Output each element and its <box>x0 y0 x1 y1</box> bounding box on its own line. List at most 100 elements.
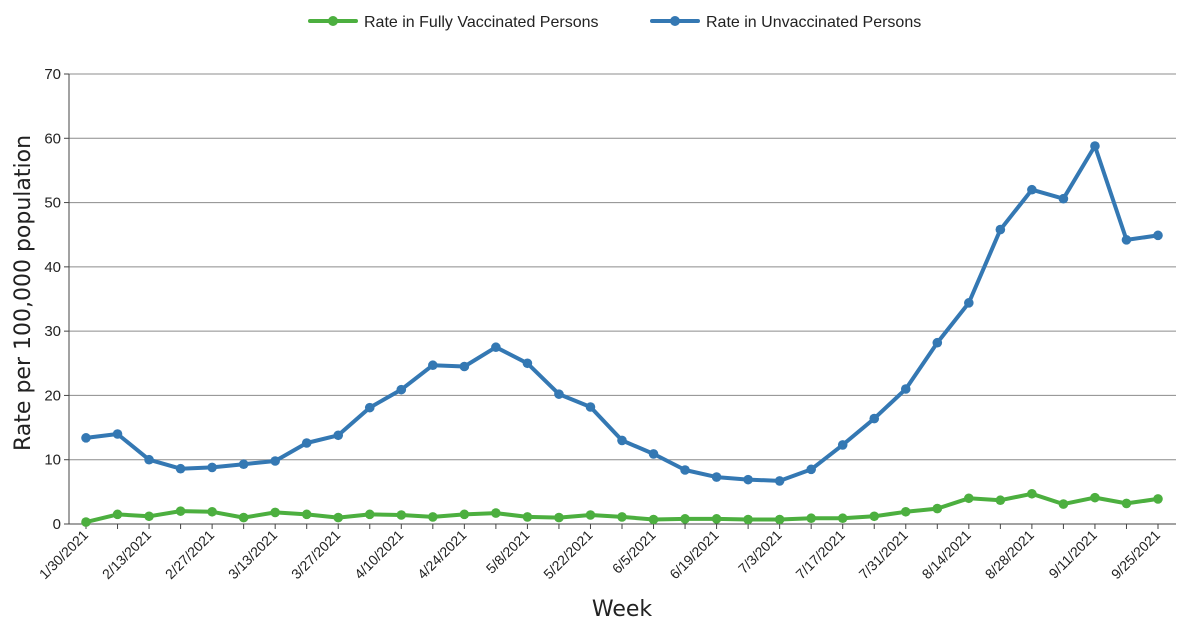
data-point[interactable] <box>743 514 753 525</box>
data-point[interactable] <box>112 509 123 520</box>
data-point[interactable] <box>900 506 911 517</box>
data-point[interactable] <box>617 435 627 446</box>
data-point[interactable] <box>1090 141 1100 151</box>
data-point[interactable] <box>585 402 596 412</box>
x-tick-label: 8/28/2021 <box>982 527 1038 583</box>
data-point[interactable] <box>711 472 722 482</box>
y-axis-title: Rate per 100,000 population <box>11 135 36 451</box>
data-point[interactable] <box>491 342 501 353</box>
data-point[interactable] <box>428 360 438 371</box>
x-tick-label: 3/13/2021 <box>225 527 281 583</box>
data-point[interactable] <box>301 509 312 520</box>
data-point[interactable] <box>522 512 533 522</box>
data-point[interactable] <box>995 224 1006 235</box>
data-point[interactable] <box>207 462 217 473</box>
x-tick-label: 6/5/2021 <box>609 527 659 577</box>
x-tick-label: 5/8/2021 <box>483 527 533 577</box>
data-point[interactable] <box>585 510 596 520</box>
y-tick-label: 10 <box>44 452 61 469</box>
data-point[interactable] <box>333 430 344 441</box>
y-tick-label: 20 <box>44 387 61 404</box>
data-point[interactable] <box>364 509 375 520</box>
data-point[interactable] <box>1153 230 1163 241</box>
data-point[interactable] <box>1090 492 1100 503</box>
data-point[interactable] <box>270 507 280 518</box>
data-point[interactable] <box>1153 494 1163 504</box>
data-point[interactable] <box>774 514 785 525</box>
legend-label: Rate in Fully Vaccinated Persons <box>364 14 598 31</box>
data-point[interactable] <box>396 384 407 395</box>
legend-item-fully-vaccinated[interactable]: Rate in Fully Vaccinated Persons <box>308 14 598 31</box>
data-point[interactable] <box>806 513 816 524</box>
data-point[interactable] <box>964 298 974 308</box>
data-point[interactable] <box>995 495 1006 506</box>
data-point[interactable] <box>301 438 312 448</box>
x-tick-label: 7/17/2021 <box>792 527 848 583</box>
gridlines <box>69 73 1176 461</box>
data-point[interactable] <box>964 493 974 504</box>
data-point[interactable] <box>333 512 344 523</box>
data-point[interactable] <box>711 514 722 524</box>
data-point[interactable] <box>743 474 753 485</box>
data-point[interactable] <box>522 358 533 369</box>
data-point[interactable] <box>491 508 501 518</box>
data-point[interactable] <box>932 503 943 514</box>
data-point[interactable] <box>900 384 911 394</box>
data-point[interactable] <box>554 512 564 523</box>
x-tick-label: 9/25/2021 <box>1108 527 1164 583</box>
data-point[interactable] <box>1027 488 1037 499</box>
data-point[interactable] <box>459 361 470 372</box>
data-point[interactable] <box>144 454 154 465</box>
data-point[interactable] <box>144 511 154 522</box>
data-point[interactable] <box>81 517 91 527</box>
data-point[interactable] <box>680 465 690 475</box>
data-point[interactable] <box>1058 193 1069 204</box>
data-point[interactable] <box>617 512 627 522</box>
x-tick-label: 8/14/2021 <box>919 527 975 583</box>
x-tick-label: 9/11/2021 <box>1045 527 1100 582</box>
data-point[interactable] <box>806 464 816 475</box>
data-point[interactable] <box>774 476 785 486</box>
y-tick-label: 30 <box>44 323 61 340</box>
series-line <box>84 144 1160 483</box>
data-point[interactable] <box>1058 499 1069 509</box>
data-point[interactable] <box>459 509 470 520</box>
data-point[interactable] <box>869 413 880 424</box>
x-tick-label: 4/10/2021 <box>351 527 407 583</box>
data-point[interactable] <box>238 512 249 523</box>
data-point[interactable] <box>1121 235 1132 245</box>
legend-item-unvaccinated[interactable]: Rate in Unvaccinated Persons <box>650 14 921 31</box>
data-point[interactable] <box>1121 498 1132 509</box>
axes: 0 10 20 30 40 50 60 70 1/30/2021 2/13/2021 2/27/20… <box>36 66 1176 582</box>
x-tick-label: 6/19/2021 <box>666 527 722 583</box>
data-point[interactable] <box>648 514 659 525</box>
legend-label: Rate in Unvaccinated Persons <box>706 14 921 31</box>
x-tick-label: 7/31/2021 <box>856 527 912 583</box>
data-point[interactable] <box>932 337 943 348</box>
data-point[interactable] <box>1027 184 1037 195</box>
y-tick-label: 60 <box>44 130 61 147</box>
data-point[interactable] <box>648 449 659 459</box>
x-tick-label: 7/3/2021 <box>735 527 785 577</box>
data-point[interactable] <box>270 456 280 466</box>
x-tick-label: 5/22/2021 <box>540 527 596 583</box>
data-point[interactable] <box>112 429 123 439</box>
data-point[interactable] <box>869 511 880 522</box>
data-point[interactable] <box>428 512 438 522</box>
data-point[interactable] <box>837 513 848 524</box>
data-point[interactable] <box>175 506 186 516</box>
data-point[interactable] <box>364 402 375 413</box>
data-point[interactable] <box>396 510 407 520</box>
legend-point-marker <box>670 16 680 26</box>
data-point[interactable] <box>207 506 217 517</box>
data-point[interactable] <box>680 514 690 524</box>
data-point[interactable] <box>175 463 186 474</box>
data-point[interactable] <box>554 389 564 399</box>
legend[interactable]: Rate in Fully Vaccinated Persons Rate in … <box>308 14 921 31</box>
x-tick-label: 2/27/2021 <box>162 527 218 583</box>
data-point[interactable] <box>837 440 848 450</box>
data-point[interactable] <box>81 433 91 443</box>
data-point[interactable] <box>238 459 249 470</box>
